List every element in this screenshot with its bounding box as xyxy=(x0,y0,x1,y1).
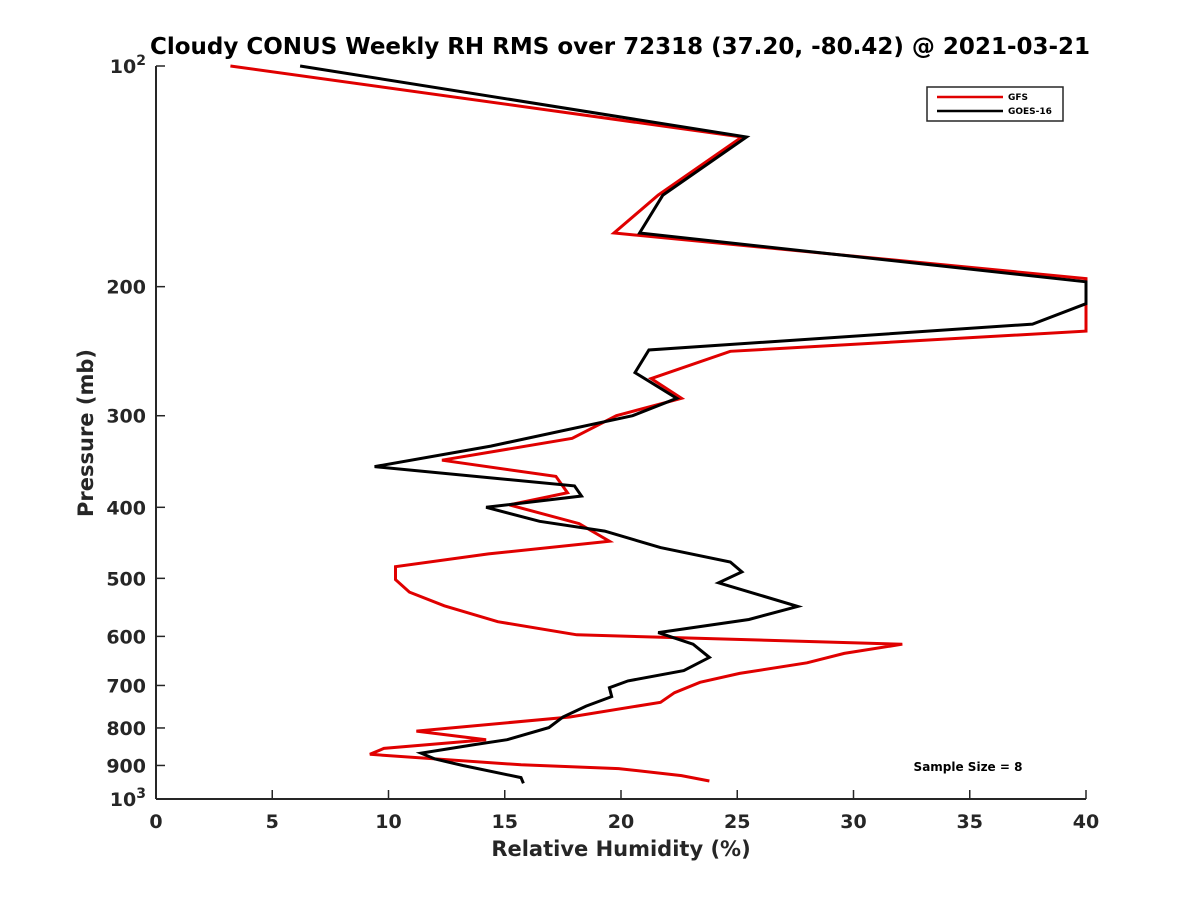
x-tick-label: 10 xyxy=(375,811,401,833)
x-tick-label: 30 xyxy=(840,811,866,833)
y-tick-label: 200 xyxy=(106,277,146,299)
axes xyxy=(155,66,1086,800)
series-line-goes-16 xyxy=(299,64,1088,784)
y-axis-label: Pressure (mb) xyxy=(74,349,98,517)
x-tick-label: 40 xyxy=(1073,811,1099,833)
legend-box xyxy=(926,86,1064,122)
y-tick-label: 103 xyxy=(110,786,146,811)
x-tick-label: 20 xyxy=(608,811,634,833)
y-tick-label: 800 xyxy=(106,718,146,740)
legend: GFS GOES-16 xyxy=(926,86,1064,122)
series-layer xyxy=(230,64,1088,784)
y-tick-label: 700 xyxy=(106,675,146,697)
y-tick-label: 600 xyxy=(106,626,146,648)
sample-size-annotation: Sample Size = 8 xyxy=(914,760,1023,774)
x-axis-label: Relative Humidity (%) xyxy=(491,837,750,861)
y-tick-label: 400 xyxy=(106,497,146,519)
y-tick-label: 500 xyxy=(106,568,146,590)
x-tick-label: 25 xyxy=(724,811,750,833)
y-tick-label: 102 xyxy=(110,53,146,78)
x-tick-label: 5 xyxy=(266,811,279,833)
chart-title: Cloudy CONUS Weekly RH RMS over 72318 (3… xyxy=(150,34,1090,60)
legend-entry-goes-16: GOES-16 xyxy=(1008,107,1052,117)
legend-entry-gfs: GFS xyxy=(1008,93,1028,103)
series-line-gfs xyxy=(230,64,1088,783)
x-tick-label: 0 xyxy=(149,811,162,833)
x-tick-label: 35 xyxy=(957,811,983,833)
y-tick-label: 300 xyxy=(106,406,146,428)
ticks: 0 5 10 15 20 25 30 35 40 102 200 300 400 500 600 700 800… xyxy=(106,53,1099,833)
y-tick-label: 900 xyxy=(106,755,146,777)
x-tick-label: 15 xyxy=(492,811,518,833)
